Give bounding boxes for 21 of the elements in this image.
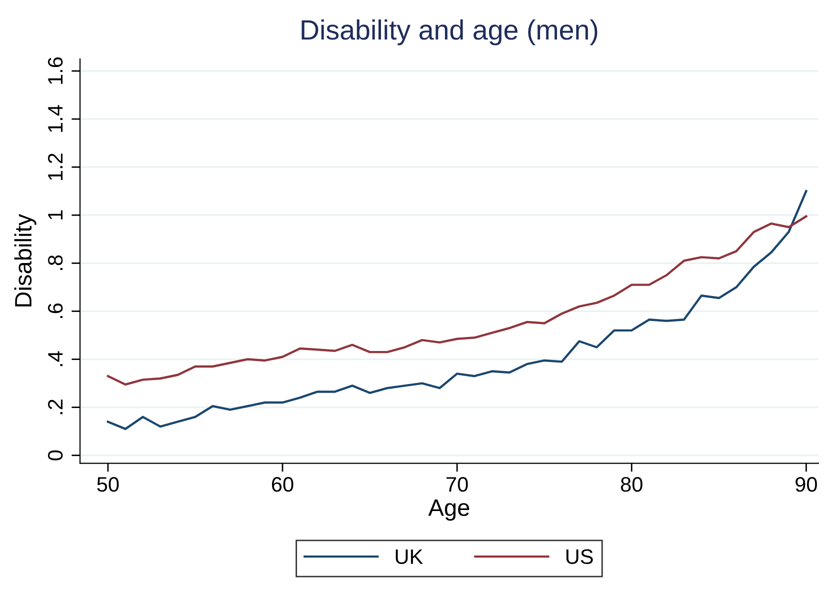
x-tick-label: 50 bbox=[97, 477, 119, 492]
y-tick-label: 1.4 bbox=[48, 105, 63, 132]
y-tick-label: .6 bbox=[48, 303, 63, 318]
y-tick-label: 0 bbox=[48, 450, 63, 460]
y-tick-label: .2 bbox=[48, 400, 63, 414]
x-tick-label: 60 bbox=[272, 477, 294, 492]
x-tick-label: 90 bbox=[796, 477, 817, 492]
y-tick-label: 1 bbox=[48, 210, 63, 220]
x-tick-label: 70 bbox=[446, 477, 468, 492]
line-series bbox=[106, 215, 808, 386]
chart-title: Disability and age (men) bbox=[302, 19, 598, 46]
x-axis-title: Age bbox=[428, 500, 470, 521]
legend-label: UK bbox=[396, 550, 423, 564]
y-axis-title: Disability bbox=[14, 214, 36, 306]
y-tick-label: 1.6 bbox=[48, 57, 63, 84]
y-tick-label: 1.2 bbox=[48, 154, 63, 180]
y-tick-label: .8 bbox=[48, 255, 63, 270]
x-tick-label: 80 bbox=[620, 477, 642, 492]
y-tick-label: .4 bbox=[48, 351, 63, 366]
line-series bbox=[106, 190, 808, 430]
legend-label: US bbox=[566, 549, 593, 564]
